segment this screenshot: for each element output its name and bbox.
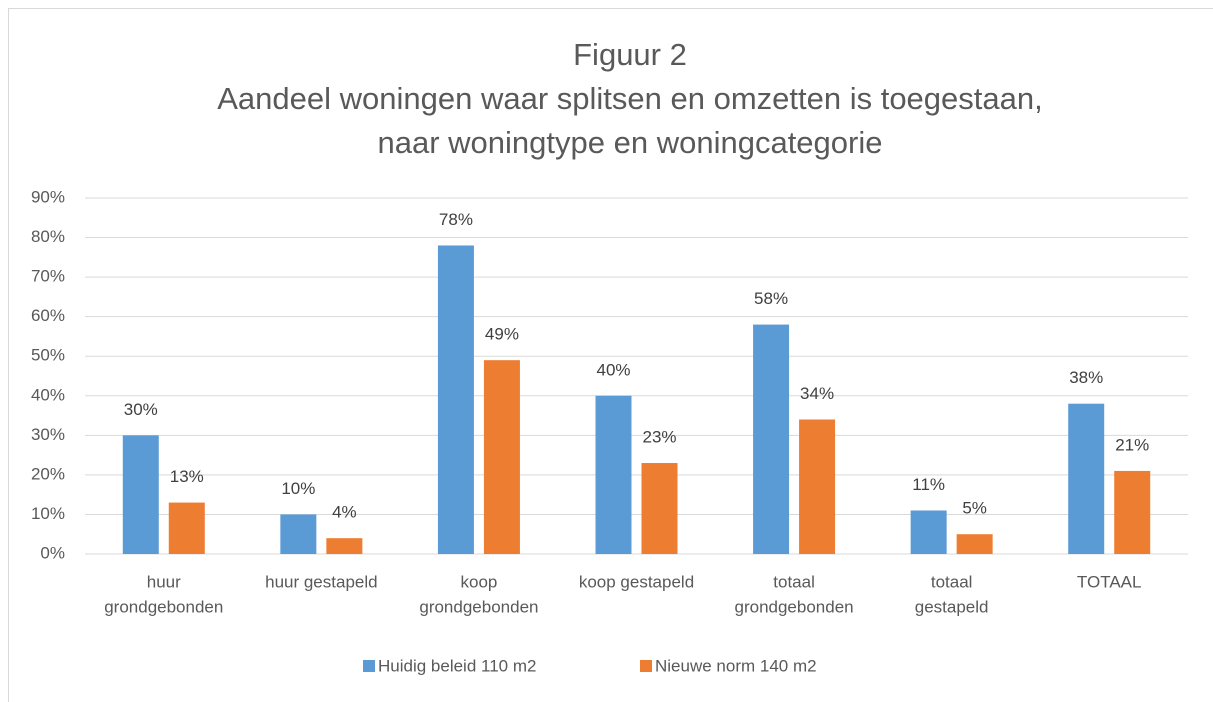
y-tick-label: 10%: [31, 504, 65, 523]
x-tick-label: totaal: [773, 572, 815, 591]
bar: [753, 324, 790, 554]
chart-frame: [8, 8, 1213, 702]
x-tick-label: koop gestapeld: [579, 572, 694, 591]
bar: [1114, 470, 1151, 554]
data-label: 58%: [754, 289, 788, 308]
y-tick-label: 80%: [31, 227, 65, 246]
data-label: 5%: [962, 499, 987, 518]
bar: [956, 534, 993, 554]
y-tick-label: 30%: [31, 425, 65, 444]
x-tick-label: TOTAAL: [1077, 572, 1142, 591]
bar: [168, 502, 205, 554]
bar: [910, 510, 947, 554]
x-tick-label: huur: [147, 572, 181, 591]
bar: [1068, 403, 1105, 554]
chart-title: Aandeel woningen waar splitsen en omzett…: [217, 81, 1042, 116]
data-label: 38%: [1069, 368, 1103, 387]
y-tick-label: 90%: [31, 187, 65, 206]
legend-swatch: [640, 660, 652, 672]
y-tick-label: 0%: [40, 543, 65, 562]
x-tick-label: grondgebonden: [104, 597, 223, 616]
y-tick-label: 70%: [31, 267, 65, 286]
data-label: 23%: [642, 428, 676, 447]
x-tick-label: grondgebonden: [419, 597, 538, 616]
legend-swatch: [363, 660, 375, 672]
chart-title: naar woningtype en woningcategorie: [378, 125, 883, 160]
data-label: 10%: [281, 479, 315, 498]
data-label: 40%: [596, 360, 630, 379]
data-label: 13%: [170, 467, 204, 486]
x-tick-label: koop: [460, 572, 497, 591]
bar: [280, 514, 317, 554]
y-tick-label: 20%: [31, 464, 65, 483]
x-tick-label: huur gestapeld: [265, 572, 377, 591]
data-label: 34%: [800, 384, 834, 403]
bar: [799, 419, 836, 554]
data-label: 4%: [332, 503, 357, 522]
data-label: 11%: [912, 475, 945, 494]
bar: [595, 395, 632, 554]
data-label: 49%: [485, 325, 519, 344]
bar: [122, 435, 159, 554]
y-tick-label: 60%: [31, 306, 65, 325]
bar: [483, 360, 520, 554]
bar: [641, 463, 678, 554]
y-tick-label: 40%: [31, 385, 65, 404]
data-label: 30%: [124, 400, 158, 419]
y-tick-label: 50%: [31, 346, 65, 365]
data-label: 78%: [439, 210, 473, 229]
bar: [326, 538, 363, 554]
x-tick-label: gestapeld: [915, 597, 989, 616]
legend-label: Nieuwe norm 140 m2: [655, 656, 817, 675]
chart-title: Figuur 2: [573, 37, 687, 72]
bar: [437, 245, 474, 554]
x-tick-label: totaal: [931, 572, 973, 591]
x-tick-label: grondgebonden: [735, 597, 854, 616]
data-label: 21%: [1115, 435, 1149, 454]
legend-label: Huidig beleid 110 m2: [378, 656, 536, 675]
